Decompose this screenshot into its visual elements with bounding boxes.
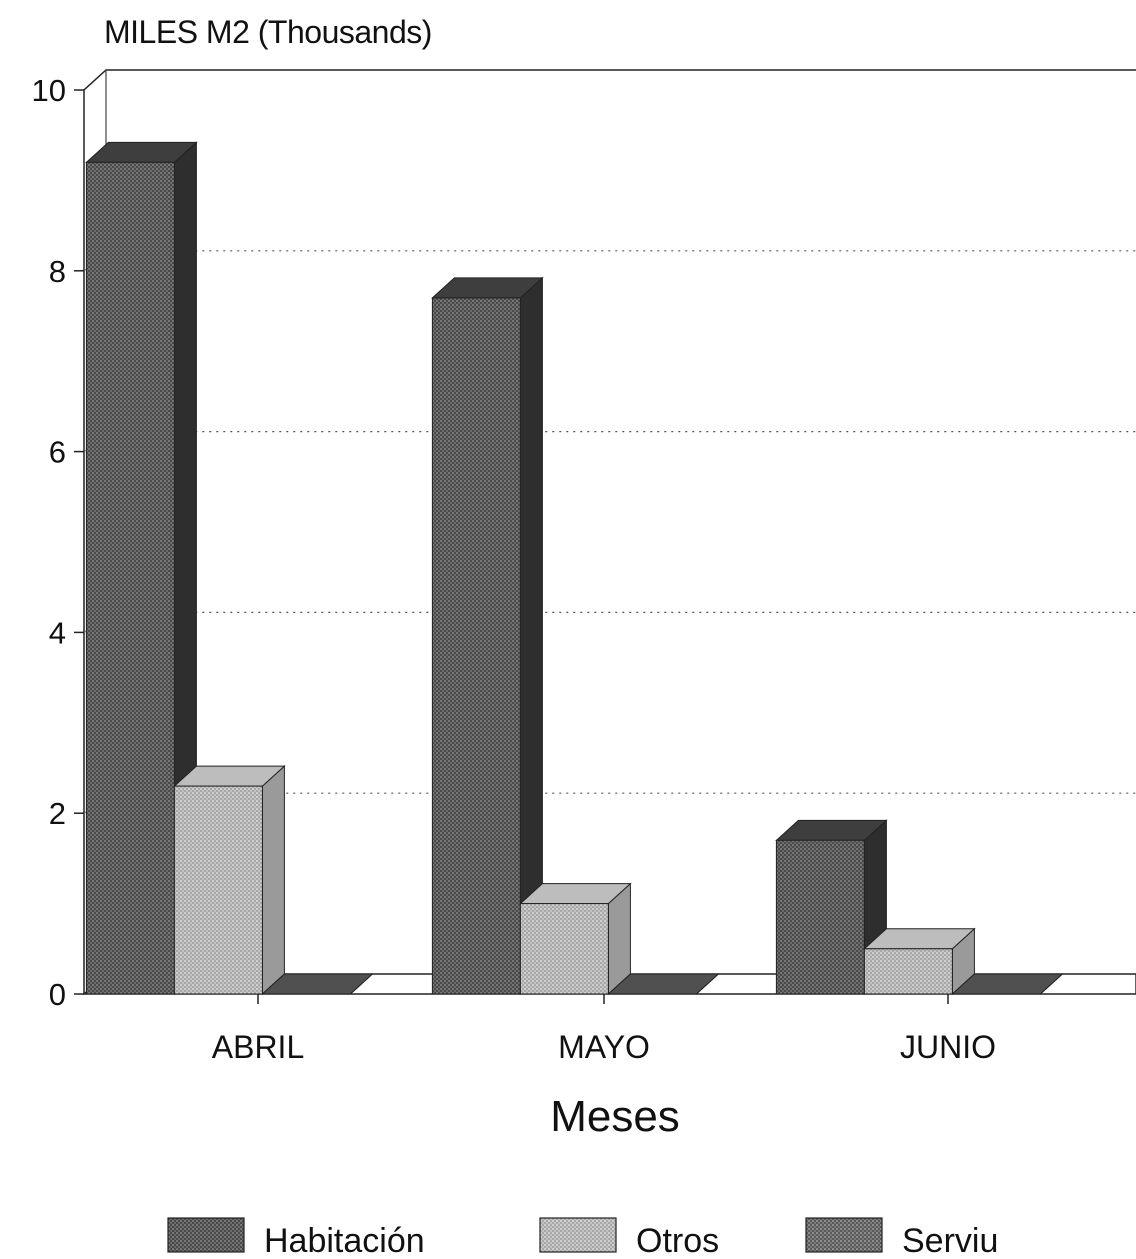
gridline <box>83 250 1136 272</box>
bar <box>863 927 976 996</box>
legend-item: Habitación <box>167 1217 425 1259</box>
gridline <box>83 611 1136 633</box>
bar <box>607 973 720 995</box>
y-tick-label: 2 <box>49 796 66 831</box>
y-tick-label: 4 <box>49 615 66 650</box>
plot-frame <box>83 69 1136 994</box>
legend-label: Habitación <box>264 1222 425 1259</box>
y-tick-label: 6 <box>49 435 66 470</box>
y-tick-label: 8 <box>49 254 66 289</box>
bar <box>519 882 632 996</box>
legend-swatch <box>805 1217 883 1253</box>
legend-swatch <box>539 1217 617 1253</box>
legend-item: Serviu <box>805 1217 998 1259</box>
bar <box>951 973 1064 995</box>
bar <box>431 276 544 996</box>
bar <box>173 764 286 996</box>
x-tick-label: ABRIL <box>212 1029 304 1065</box>
gridline <box>83 431 1136 453</box>
legend-label: Otros <box>636 1222 719 1259</box>
y-axis-label: MILES M2 (Thousands) <box>104 14 432 50</box>
legend-swatch <box>167 1217 245 1253</box>
x-axis-title: Meses <box>550 1092 680 1141</box>
y-tick-label: 10 <box>32 73 66 108</box>
bar <box>261 973 374 995</box>
legend-item: Otros <box>539 1217 719 1259</box>
y-tick-label: 0 <box>49 977 66 1012</box>
bar <box>85 141 198 996</box>
legend-label: Serviu <box>902 1222 998 1259</box>
x-tick-label: JUNIO <box>900 1029 996 1065</box>
x-tick-label: MAYO <box>558 1029 650 1065</box>
